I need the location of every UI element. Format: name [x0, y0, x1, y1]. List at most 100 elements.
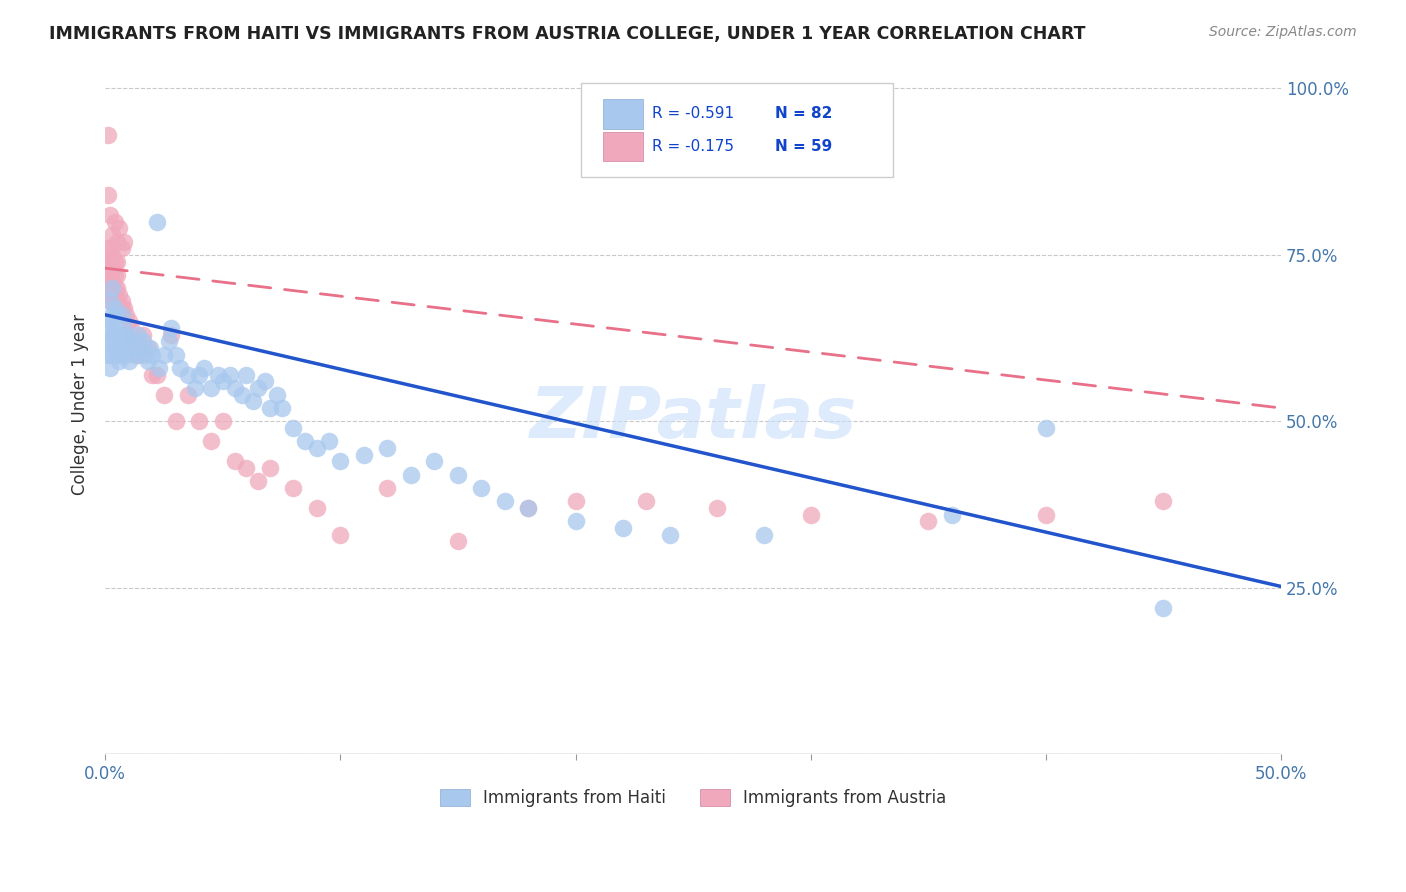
Point [97, 348, 120, 362]
Point [98, 281, 121, 295]
Point [104, 294, 127, 309]
Point [259, 401, 281, 415]
Point [200, 381, 222, 395]
Point [112, 321, 135, 335]
Point [160, 327, 183, 342]
Point [153, 387, 176, 401]
Point [97, 128, 120, 142]
Point [104, 268, 127, 282]
Point [612, 521, 634, 535]
Point [188, 414, 211, 428]
Point [98, 361, 121, 376]
Point [105, 254, 128, 268]
Point [176, 387, 198, 401]
Point [98, 241, 121, 255]
Point [105, 327, 128, 342]
Point [193, 361, 215, 376]
Point [111, 241, 134, 255]
Point [165, 348, 187, 362]
Point [157, 334, 180, 349]
Point [122, 334, 145, 349]
Point [752, 527, 775, 541]
Point [423, 454, 446, 468]
Text: R = -0.175: R = -0.175 [652, 139, 734, 154]
Point [98, 254, 121, 268]
Point [104, 301, 127, 315]
Point [125, 348, 148, 362]
Point [132, 327, 155, 342]
Point [111, 308, 134, 322]
Point [108, 334, 131, 349]
Point [141, 348, 163, 362]
Point [104, 214, 127, 228]
Point [329, 454, 352, 468]
Text: R = -0.591: R = -0.591 [652, 106, 734, 121]
Point [270, 401, 292, 415]
Point [120, 321, 142, 335]
Point [494, 494, 516, 508]
Point [259, 461, 281, 475]
Point [118, 354, 141, 368]
Point [235, 461, 257, 475]
Point [132, 334, 155, 349]
Point [97, 188, 120, 202]
Point [136, 341, 159, 355]
Point [160, 321, 183, 335]
Point [97, 241, 120, 255]
Point [105, 348, 128, 362]
Point [224, 381, 246, 395]
Point [146, 214, 169, 228]
Point [706, 500, 728, 515]
Point [98, 334, 121, 349]
Point [183, 381, 205, 395]
Point [917, 514, 939, 528]
Point [104, 341, 127, 355]
Point [108, 354, 131, 368]
Point [470, 481, 492, 495]
Point [112, 235, 135, 249]
Point [231, 387, 253, 401]
Point [105, 281, 128, 295]
Point [153, 348, 176, 362]
Point [108, 301, 131, 315]
Point [97, 254, 120, 268]
Point [122, 334, 145, 349]
Point [101, 227, 124, 242]
Point [1152, 600, 1174, 615]
Point [377, 441, 399, 455]
Point [108, 288, 131, 302]
Point [120, 341, 142, 355]
Point [329, 527, 352, 541]
Point [176, 368, 198, 382]
Point [634, 494, 657, 508]
Point [1035, 508, 1057, 522]
Point [118, 314, 141, 328]
Point [101, 327, 124, 342]
FancyBboxPatch shape [582, 83, 893, 178]
Point [136, 354, 159, 368]
Point [294, 434, 316, 449]
Point [115, 348, 138, 362]
Point [115, 327, 138, 342]
Point [207, 368, 229, 382]
Point [98, 268, 121, 282]
Point [283, 421, 305, 435]
Point [101, 281, 124, 295]
Text: ZIPatlas: ZIPatlas [530, 384, 856, 453]
Point [165, 414, 187, 428]
Point [247, 381, 270, 395]
Point [800, 508, 823, 522]
Point [112, 341, 135, 355]
Point [101, 261, 124, 276]
Point [97, 334, 120, 349]
Point [377, 481, 399, 495]
Point [318, 434, 340, 449]
Legend: Immigrants from Haiti, Immigrants from Austria: Immigrants from Haiti, Immigrants from A… [432, 781, 955, 816]
Point [517, 500, 540, 515]
Text: Source: ZipAtlas.com: Source: ZipAtlas.com [1209, 25, 1357, 39]
Point [266, 387, 288, 401]
Point [129, 341, 152, 355]
Point [101, 248, 124, 262]
Point [200, 434, 222, 449]
Point [305, 441, 328, 455]
